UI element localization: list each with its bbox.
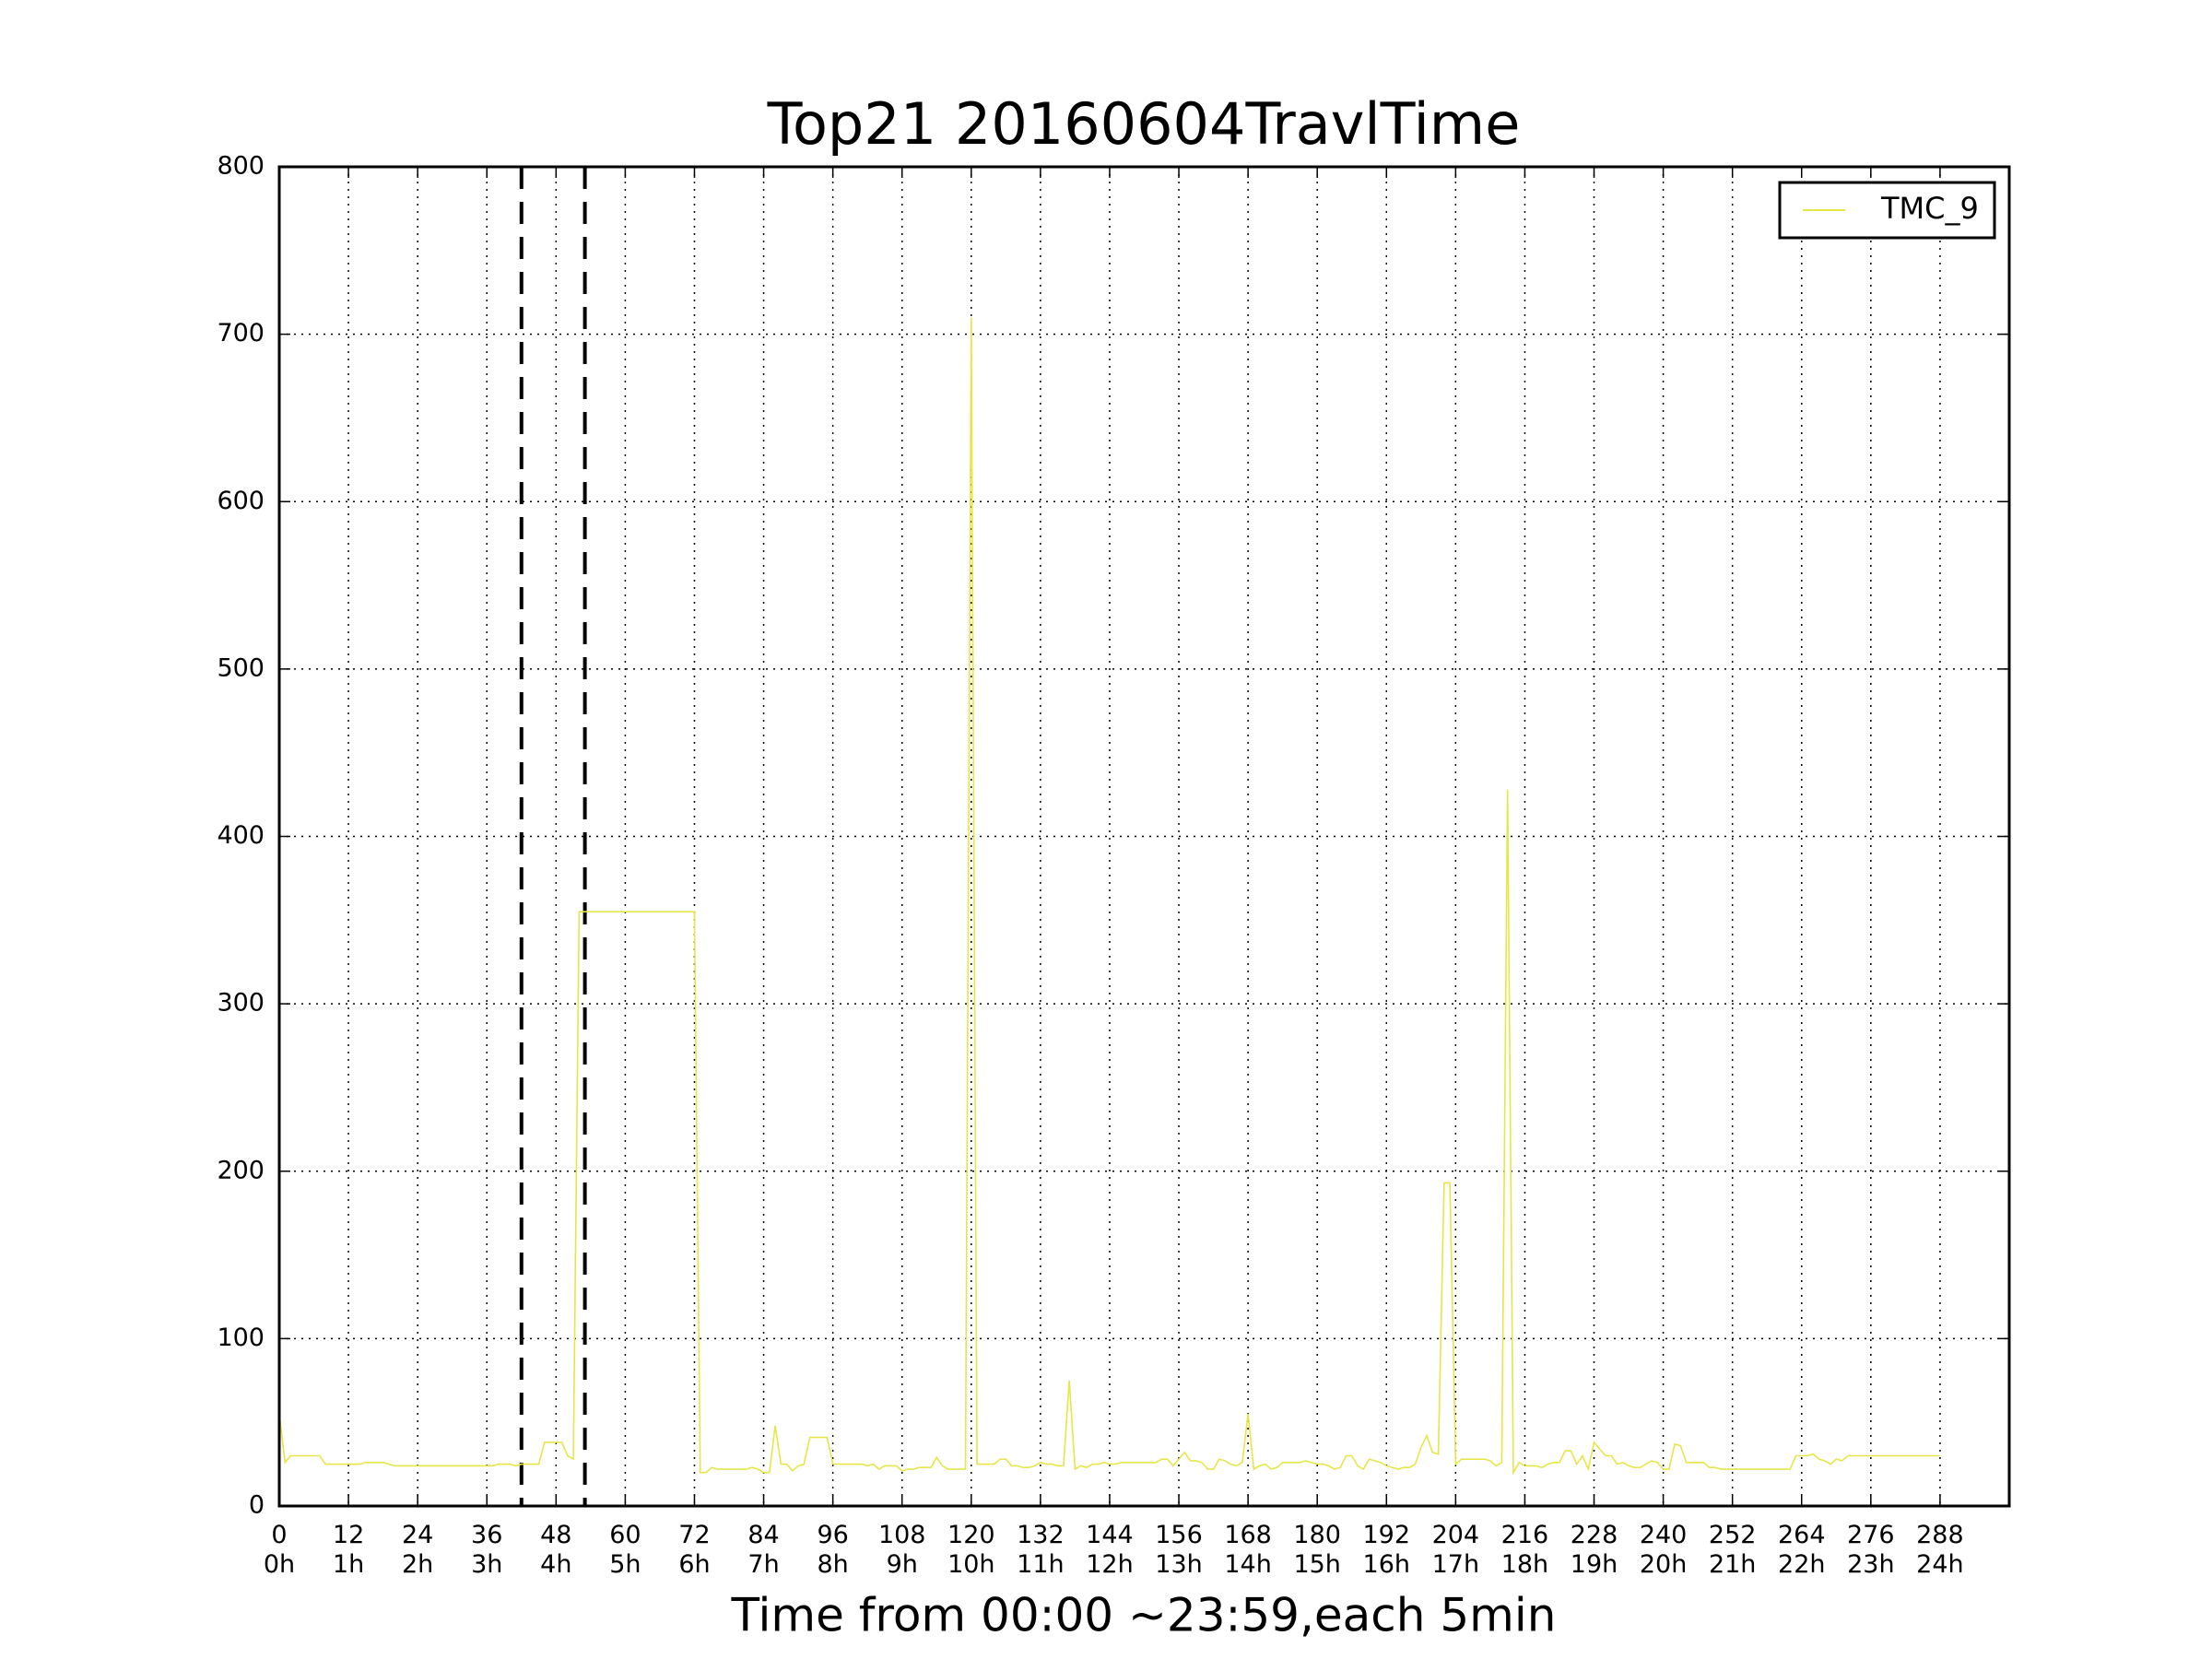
y-tick-label: 600 — [217, 487, 265, 515]
x-tick-label: 60 5h — [609, 1521, 641, 1579]
y-tick-label: 700 — [217, 319, 265, 347]
x-tick-label: 180 15h — [1293, 1521, 1341, 1579]
x-tick-label: 252 21h — [1708, 1521, 1757, 1579]
x-tick-label: 96 8h — [817, 1521, 849, 1579]
data-line — [278, 317, 1940, 1476]
legend-box — [1778, 181, 1996, 240]
x-tick-label: 12 1h — [332, 1521, 365, 1579]
x-tick-label: 228 19h — [1570, 1521, 1618, 1579]
x-tick-label: 120 10h — [947, 1521, 995, 1579]
y-tick-label: 0 — [249, 1491, 265, 1520]
x-tick-label: 156 13h — [1155, 1521, 1203, 1579]
x-tick-label: 288 24h — [1916, 1521, 1964, 1579]
x-tick-label: 108 9h — [877, 1521, 926, 1579]
x-tick-label: 240 20h — [1639, 1521, 1688, 1579]
y-tick-label: 800 — [217, 152, 265, 181]
x-tick-label: 24 2h — [401, 1521, 434, 1579]
y-tick-label: 400 — [217, 821, 265, 850]
y-tick-label: 300 — [217, 989, 265, 1018]
x-tick-label: 48 4h — [540, 1521, 572, 1579]
y-tick-label: 100 — [217, 1324, 265, 1352]
x-tick-label: 144 12h — [1086, 1521, 1134, 1579]
x-axis-label: Time from 00:00 ~23:59,each 5min — [731, 1589, 1557, 1642]
plot-frame — [277, 165, 2011, 1508]
chart-title: Top21 20160604TravlTime — [767, 90, 1521, 158]
x-tick-label: 204 17h — [1431, 1521, 1480, 1579]
y-tick-label: 200 — [217, 1156, 265, 1184]
x-tick-label: 216 18h — [1500, 1521, 1549, 1579]
x-tick-label: 276 23h — [1847, 1521, 1895, 1579]
x-tick-label: 0 0h — [263, 1521, 296, 1579]
legend-label: TMC_9 — [1880, 191, 1979, 226]
x-tick-label: 84 7h — [747, 1521, 780, 1579]
x-tick-label: 264 22h — [1777, 1521, 1826, 1579]
y-tick-label: 500 — [217, 653, 265, 682]
x-tick-label: 192 16h — [1362, 1521, 1411, 1579]
x-tick-label: 72 6h — [678, 1521, 711, 1579]
x-tick-label: 36 3h — [471, 1521, 503, 1579]
x-tick-label: 132 11h — [1017, 1521, 1065, 1579]
x-tick-label: 168 14h — [1224, 1521, 1272, 1579]
